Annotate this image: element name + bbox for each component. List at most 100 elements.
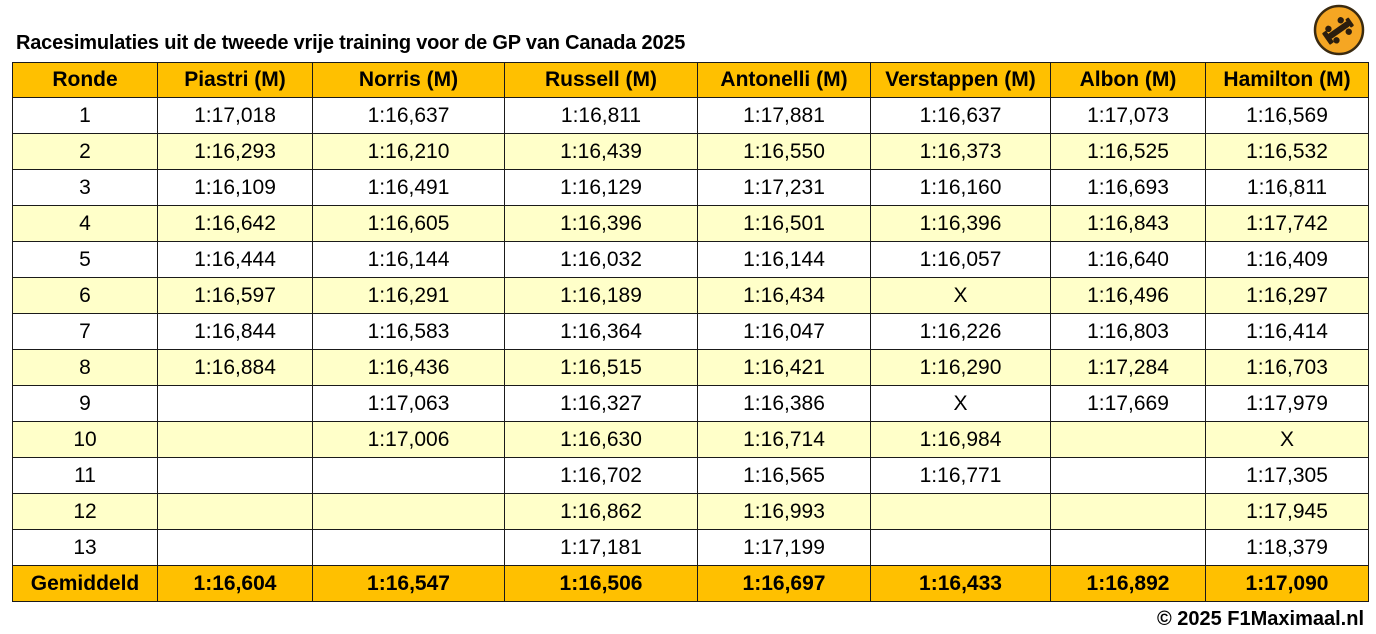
lap-time-cell: 1:16,129: [504, 169, 698, 206]
lap-time-cell: 1:17,284: [1050, 349, 1206, 386]
lap-time-cell: 1:16,210: [312, 133, 505, 170]
lap-time-cell: 1:16,409: [1205, 241, 1369, 278]
lap-time-cell: 1:17,073: [1050, 97, 1206, 134]
average-time-cell: 1:17,090: [1205, 565, 1369, 602]
lap-time-cell: 1:16,291: [312, 277, 505, 314]
lap-time-cell: 1:16,396: [504, 205, 698, 242]
table-row: 8 1:16,884 1:16,436 1:16,515 1:16,421 1:16,29…: [12, 349, 1369, 386]
lap-time-cell: 1:16,444: [157, 241, 313, 278]
lap-time-cell: 1:16,811: [504, 97, 698, 134]
lap-number-cell: 4: [12, 205, 158, 242]
lap-time-cell: 1:16,327: [504, 385, 698, 422]
average-time-cell: 1:16,892: [1050, 565, 1206, 602]
lap-time-cell: [1050, 421, 1206, 458]
lap-number-cell: 3: [12, 169, 158, 206]
lap-time-cell: 1:16,605: [312, 205, 505, 242]
lap-time-cell: 1:16,862: [504, 493, 698, 530]
lap-time-cell: 1:17,881: [697, 97, 871, 134]
lap-time-cell: 1:18,379: [1205, 529, 1369, 566]
lap-time-cell: 1:16,293: [157, 133, 313, 170]
column-header: Verstappen (M): [870, 62, 1051, 98]
lap-time-cell: 1:16,501: [697, 205, 871, 242]
lap-time-cell: 1:16,386: [697, 385, 871, 422]
lap-time-cell: 1:16,703: [1205, 349, 1369, 386]
table-row: 5 1:16,444 1:16,144 1:16,032 1:16,144 1:16,05…: [12, 241, 1369, 278]
lap-time-cell: [312, 493, 505, 530]
lap-time-cell: 1:16,491: [312, 169, 505, 206]
average-row: Gemiddeld 1:16,604 1:16,547 1:16,506 1:16,69…: [12, 565, 1369, 602]
table-row: 12 1:16,862 1:16,993 1:17,945: [12, 493, 1369, 530]
lap-time-cell: 1:16,884: [157, 349, 313, 386]
lap-time-cell: [157, 421, 313, 458]
lap-time-cell: 1:16,144: [312, 241, 505, 278]
lap-time-cell: 1:16,515: [504, 349, 698, 386]
f1-car-circle-logo-icon: [1313, 4, 1365, 56]
lap-time-cell: 1:16,803: [1050, 313, 1206, 350]
lap-time-cell: 1:16,396: [870, 205, 1051, 242]
lap-time-cell: 1:16,109: [157, 169, 313, 206]
column-header: Norris (M): [312, 62, 505, 98]
lap-time-cell: 1:17,018: [157, 97, 313, 134]
lap-time-cell: 1:16,144: [697, 241, 871, 278]
lap-number-cell: 10: [12, 421, 158, 458]
lap-time-cell: 1:16,439: [504, 133, 698, 170]
lap-time-cell: [157, 529, 313, 566]
lap-time-cell: 1:16,565: [697, 457, 871, 494]
lap-time-cell: [312, 457, 505, 494]
lap-time-cell: 1:16,637: [312, 97, 505, 134]
lap-number-cell: 9: [12, 385, 158, 422]
lap-number-cell: 5: [12, 241, 158, 278]
lap-time-cell: 1:16,057: [870, 241, 1051, 278]
lap-time-cell: 1:16,597: [157, 277, 313, 314]
lap-time-cell: 1:16,702: [504, 457, 698, 494]
lap-time-cell: 1:16,984: [870, 421, 1051, 458]
lap-time-cell: 1:16,047: [697, 313, 871, 350]
lap-time-cell: 1:16,189: [504, 277, 698, 314]
average-time-cell: 1:16,697: [697, 565, 871, 602]
lap-time-cell: 1:16,373: [870, 133, 1051, 170]
column-header: Russell (M): [504, 62, 698, 98]
lap-time-cell: 1:16,496: [1050, 277, 1206, 314]
lap-time-cell: 1:16,569: [1205, 97, 1369, 134]
lap-time-cell: 1:16,032: [504, 241, 698, 278]
table-row: 2 1:16,293 1:16,210 1:16,439 1:16,550 1:16,37…: [12, 133, 1369, 170]
table-row: 4 1:16,642 1:16,605 1:16,396 1:16,501 1:16,39…: [12, 205, 1369, 242]
lap-time-cell: 1:16,364: [504, 313, 698, 350]
lap-number-cell: 8: [12, 349, 158, 386]
lap-time-cell: 1:16,160: [870, 169, 1051, 206]
table-row: 10 1:17,006 1:16,630 1:16,714 1:16,984 X: [12, 421, 1369, 458]
lap-time-cell: 1:16,434: [697, 277, 871, 314]
lap-time-cell: [312, 529, 505, 566]
lap-number-cell: 1: [12, 97, 158, 134]
lap-time-cell: 1:16,421: [697, 349, 871, 386]
lap-time-cell: 1:17,063: [312, 385, 505, 422]
lap-time-cell: [157, 493, 313, 530]
table-row: 11 1:16,702 1:16,565 1:16,771 1:17,305: [12, 457, 1369, 494]
lap-time-cell: 1:17,181: [504, 529, 698, 566]
page-title: Racesimulaties uit de tweede vrije train…: [16, 32, 686, 54]
lap-number-cell: 13: [12, 529, 158, 566]
lap-time-cell: 1:16,532: [1205, 133, 1369, 170]
lap-time-cell: [870, 529, 1051, 566]
lap-time-cell: [870, 493, 1051, 530]
lap-number-cell: 7: [12, 313, 158, 350]
lap-time-cell: X: [870, 277, 1051, 314]
table-row: 3 1:16,109 1:16,491 1:16,129 1:17,231 1:16,16…: [12, 169, 1369, 206]
table-row: 7 1:16,844 1:16,583 1:16,364 1:16,047 1:16,22…: [12, 313, 1369, 350]
lap-time-cell: [1050, 529, 1206, 566]
lap-time-cell: 1:17,669: [1050, 385, 1206, 422]
lap-time-cell: 1:16,843: [1050, 205, 1206, 242]
lap-time-cell: 1:17,199: [697, 529, 871, 566]
lap-time-cell: X: [1205, 421, 1369, 458]
lap-time-cell: 1:16,297: [1205, 277, 1369, 314]
lap-time-cell: 1:16,771: [870, 457, 1051, 494]
lap-time-cell: 1:17,305: [1205, 457, 1369, 494]
lap-number-cell: 2: [12, 133, 158, 170]
column-header: Piastri (M): [157, 62, 313, 98]
lap-time-cell: [157, 457, 313, 494]
lap-time-cell: 1:17,979: [1205, 385, 1369, 422]
lap-time-cell: 1:16,993: [697, 493, 871, 530]
lap-time-cell: 1:17,945: [1205, 493, 1369, 530]
column-header: Albon (M): [1050, 62, 1206, 98]
lap-time-cell: 1:16,642: [157, 205, 313, 242]
